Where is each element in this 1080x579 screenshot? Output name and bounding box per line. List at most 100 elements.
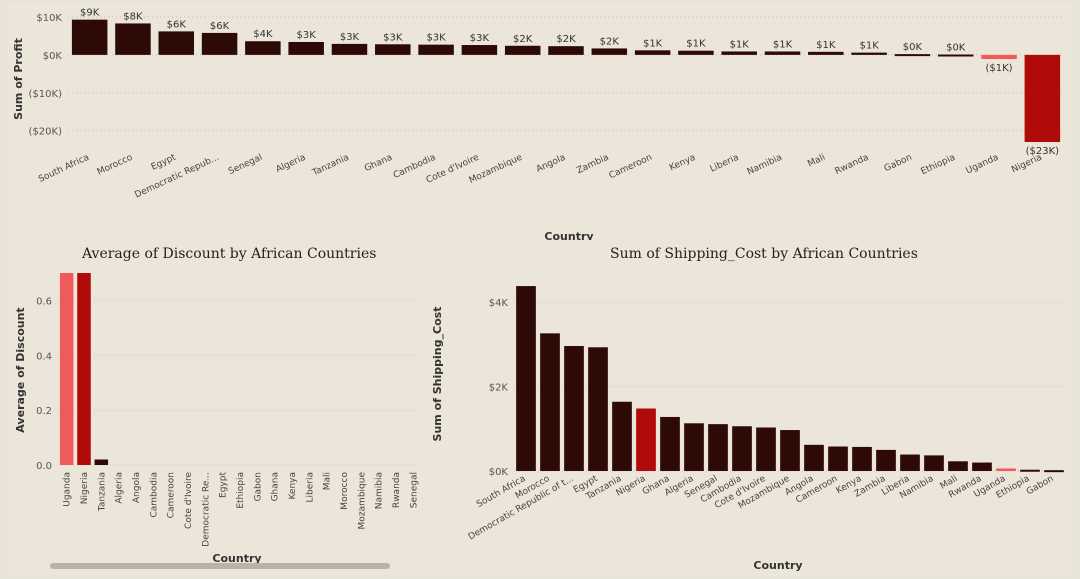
bar <box>634 50 671 55</box>
discount-chart-title: Average of Discount by African Countries <box>82 246 377 262</box>
data-label: $0K <box>946 43 966 54</box>
x-tick-label: Kenya <box>288 472 298 500</box>
data-label: $2K <box>513 34 533 45</box>
y-axis-title: Sum of Shipping_Cost <box>431 307 444 442</box>
bar <box>708 424 728 471</box>
data-label: $1K <box>730 39 750 50</box>
bar <box>612 401 632 471</box>
y-tick-label: $4K <box>489 298 509 309</box>
bar <box>876 449 896 471</box>
data-label: $3K <box>340 32 360 43</box>
x-tick-label: Angola <box>535 153 567 175</box>
bar <box>900 454 920 471</box>
x-axis-title: Country <box>544 230 593 243</box>
data-label: ($1K) <box>985 63 1012 74</box>
x-tick-label: Nigeria <box>80 472 90 504</box>
x-tick-label: South Africa <box>37 153 91 185</box>
bar <box>981 54 1017 60</box>
bar <box>540 333 560 471</box>
data-label: $1K <box>686 39 706 50</box>
y-tick-label: 0.6 <box>36 296 52 307</box>
data-label: $3K <box>297 30 317 41</box>
bar <box>588 347 608 471</box>
bar <box>158 31 195 55</box>
x-tick-label: Cote d'Ivoire <box>184 472 194 529</box>
bar <box>418 44 454 55</box>
x-tick-label: Cameroon <box>608 153 654 182</box>
y-tick-label: $2K <box>489 383 509 394</box>
data-label: ($23K) <box>1026 146 1060 157</box>
x-tick-label: Morocco <box>96 152 135 177</box>
data-label: $4K <box>253 29 273 40</box>
data-label: $3K <box>383 32 403 43</box>
data-label: $2K <box>556 34 576 45</box>
x-tick-label: Tanzania <box>310 153 351 179</box>
data-label: $3K <box>470 33 490 44</box>
bar <box>288 42 324 55</box>
x-tick-label: Gabon <box>1025 474 1055 497</box>
bar <box>732 426 752 471</box>
x-tick-label: Algeria <box>275 153 308 175</box>
y-tick-label: ($20K) <box>29 127 63 138</box>
bar <box>1024 54 1061 143</box>
bar <box>115 23 151 55</box>
data-label: $1K <box>643 38 663 49</box>
x-tick-label: Gabon <box>253 472 263 501</box>
x-tick-label: Senegal <box>409 472 419 508</box>
bar <box>591 48 628 55</box>
horizontal-scrollbar[interactable] <box>50 563 390 569</box>
bar <box>461 45 498 55</box>
x-tick-label: Ghana <box>363 153 394 174</box>
bar <box>808 51 844 55</box>
y-axis-title: Average of Discount <box>14 307 27 432</box>
profit-panel: $10K $0K ($10K) ($20K) $9K South Africa $8K Mor… <box>8 4 1072 247</box>
y-tick-label: $10K <box>36 13 62 24</box>
bar <box>94 459 109 465</box>
x-tick-label: Democratic Re... <box>201 472 211 547</box>
bar <box>564 346 584 471</box>
bar <box>804 444 824 471</box>
data-label: $1K <box>859 41 879 52</box>
bar <box>331 43 368 55</box>
bar <box>894 54 931 57</box>
bar <box>516 286 536 471</box>
bar <box>504 45 541 55</box>
x-tick-label: Rwanda <box>833 153 870 177</box>
x-tick-label: Mali <box>323 472 333 490</box>
y-axis-title: Sum of Profit <box>12 38 25 120</box>
y-tick-label: ($10K) <box>29 89 63 100</box>
x-tick-label: Cambodia <box>149 472 159 518</box>
x-tick-label: Uganda <box>63 472 73 507</box>
y-tick-label: 0.2 <box>36 406 52 417</box>
data-label: $9K <box>80 8 100 19</box>
bar <box>764 51 801 55</box>
bar <box>721 51 757 55</box>
bar <box>201 32 238 55</box>
x-tick-label: Democratic Repub... <box>133 153 220 201</box>
discount-chart: 0.0 0.2 0.4 0.6 Uganda Nigeria Tanzania Algeria… <box>14 273 422 565</box>
data-label: $1K <box>773 39 793 50</box>
shipping-panel: Sum of Shipping_Cost by African Countrie… <box>428 240 1074 576</box>
data-label: $0K <box>903 42 923 53</box>
x-axis-title: Country <box>212 552 261 565</box>
bar <box>1020 469 1040 472</box>
data-label: $8K <box>123 11 143 22</box>
x-tick-label: Kenya <box>668 153 697 174</box>
x-tick-label: Liberia <box>305 472 315 502</box>
bar <box>678 50 714 55</box>
bar <box>684 423 704 471</box>
y-tick-label: $0K <box>489 467 509 478</box>
profit-chart: $10K $0K ($10K) ($20K) $9K South Africa $8K Mor… <box>12 8 1064 243</box>
bar <box>828 446 848 471</box>
x-tick-label: Tanzania <box>97 472 107 512</box>
x-tick-label: Ethiopia <box>920 153 957 178</box>
x-tick-label: Ethiopia <box>236 472 246 509</box>
x-tick-label: Namibia <box>375 472 385 509</box>
bar <box>375 44 411 55</box>
data-label: $3K <box>426 33 446 44</box>
x-tick-label: Namibia <box>746 153 784 178</box>
x-tick-label: Senegal <box>227 153 264 177</box>
x-tick-label: Mozambique <box>357 472 367 530</box>
x-axis-title: Country <box>753 559 802 572</box>
